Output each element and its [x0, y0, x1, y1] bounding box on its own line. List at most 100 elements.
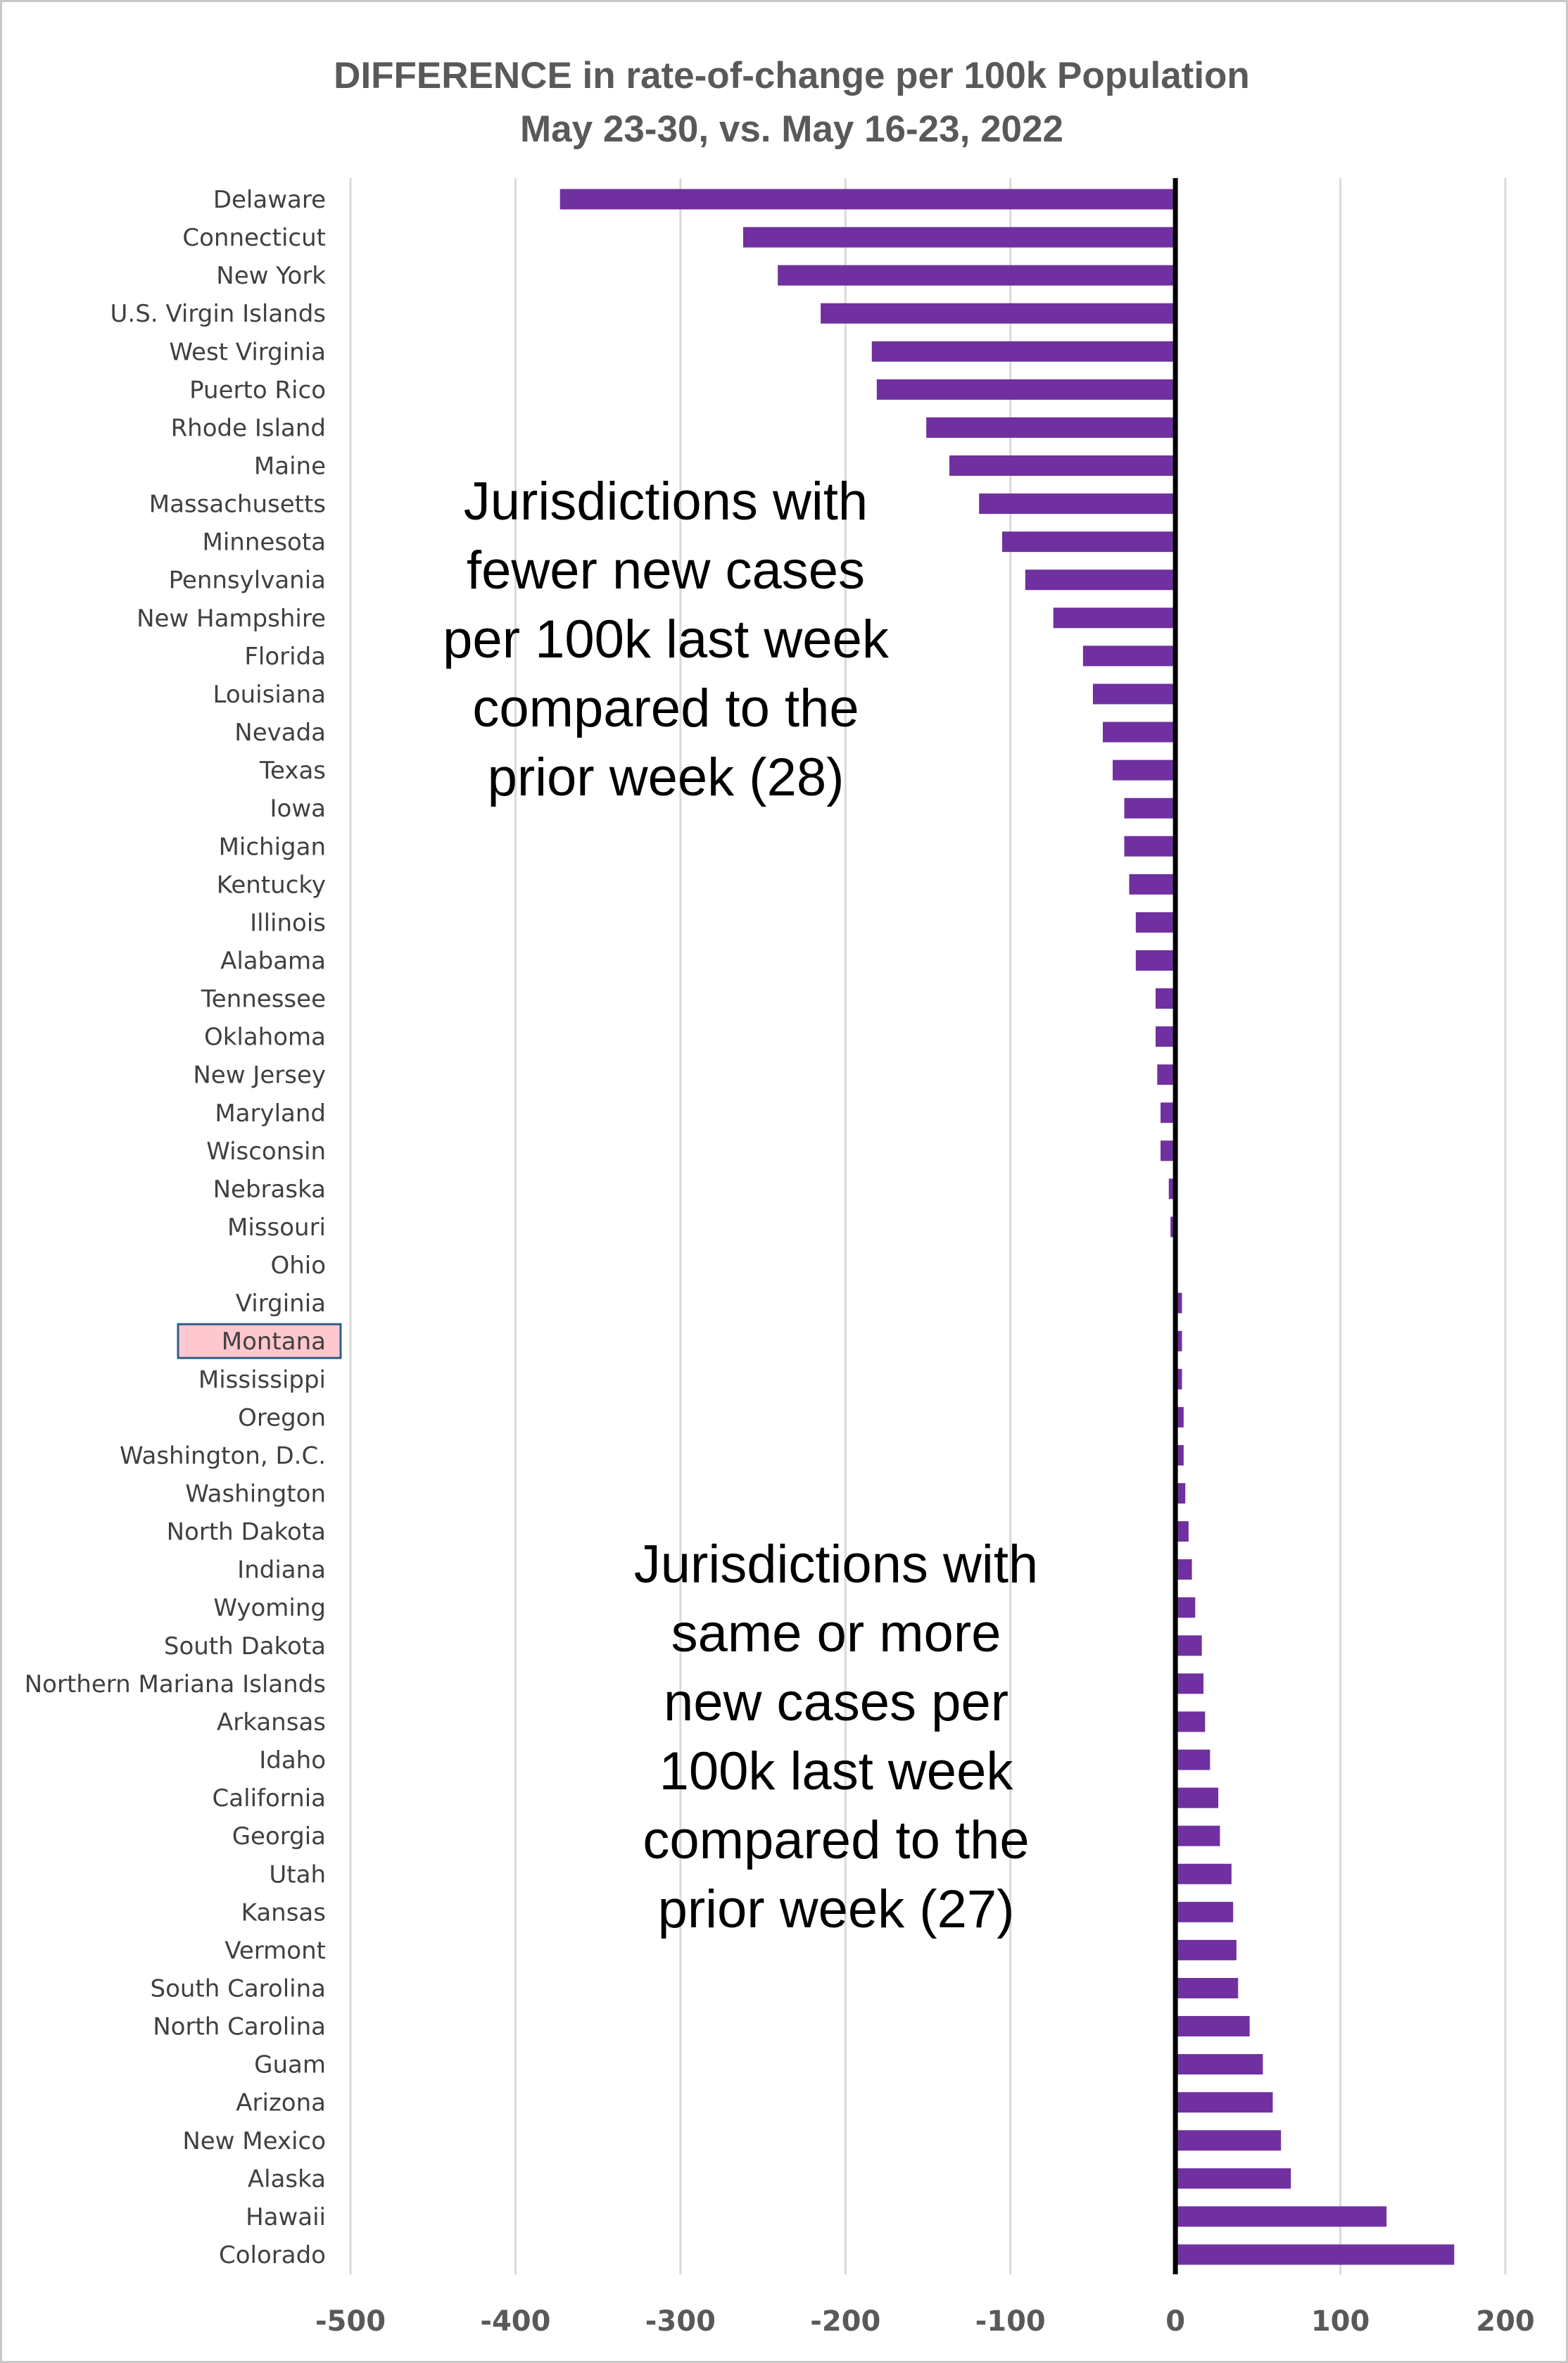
bar-colorado — [1175, 2244, 1455, 2265]
annotation-line: compared to the — [472, 679, 859, 738]
category-label: South Dakota — [164, 1632, 326, 1661]
category-label: Washington, D.C. — [120, 1442, 326, 1470]
bar-kansas — [1175, 1901, 1234, 1922]
bar-indiana — [1175, 1559, 1192, 1580]
bar-new-york — [778, 265, 1176, 286]
category-label: Rhode Island — [171, 414, 326, 442]
x-tick-label: 100 — [1311, 2305, 1370, 2338]
bar-washington — [1175, 1483, 1186, 1504]
category-label: Northern Mariana Islands — [25, 1670, 326, 1699]
bar-nevada — [1102, 721, 1176, 743]
category-label: Colorado — [219, 2241, 326, 2269]
bar-alabama — [1135, 950, 1176, 971]
bar-texas — [1113, 760, 1176, 781]
category-label: Alaska — [248, 2165, 326, 2193]
bar-north-dakota — [1175, 1521, 1189, 1542]
bar-wisconsin — [1161, 1140, 1176, 1161]
annotation-line: 100k last week — [659, 1741, 1014, 1801]
gridlines — [349, 178, 1507, 2274]
bar-oklahoma — [1156, 1026, 1176, 1047]
bar-hawaii — [1175, 2206, 1387, 2227]
category-label: Alabama — [220, 947, 326, 975]
bar-minnesota — [1001, 531, 1176, 553]
category-label: Virginia — [236, 1290, 326, 1318]
category-label: Michigan — [219, 833, 326, 861]
bar-west-virginia — [871, 341, 1176, 362]
category-label: New York — [216, 262, 326, 290]
bar-wyoming — [1175, 1597, 1196, 1618]
category-label: Florida — [244, 643, 326, 671]
bar-u-s-virgin-islands — [821, 303, 1176, 324]
category-label: California — [213, 1784, 326, 1813]
category-label: Montana — [222, 1328, 326, 1356]
category-label: Iowa — [270, 795, 326, 823]
bar-north-carolina — [1175, 2016, 1250, 2037]
x-tick-label: -200 — [810, 2305, 880, 2338]
bar-kentucky — [1129, 874, 1176, 895]
category-label: Oklahoma — [204, 1023, 326, 1052]
annotation-line: Jurisdictions with — [464, 472, 868, 531]
category-label: Delaware — [213, 186, 326, 214]
category-label: New Mexico — [182, 2127, 326, 2155]
category-labels: Delaware Connecticut New York U.S. Virgin I… — [25, 186, 327, 2269]
x-tick-labels: -500 -400 -300 -200 -100 0 100 200 — [315, 2305, 1535, 2338]
category-label: Guam — [254, 2051, 326, 2079]
bar-alaska — [1175, 2168, 1291, 2189]
category-label: Arkansas — [217, 1708, 326, 1737]
annotation-line: compared to the — [643, 1810, 1029, 1870]
category-label: New Jersey — [193, 1061, 326, 1090]
category-label: South Carolina — [150, 1974, 326, 2003]
category-label: Idaho — [259, 1746, 326, 1775]
category-label: Illinois — [250, 909, 326, 937]
x-tick-label: -500 — [315, 2305, 386, 2338]
bar-michigan — [1124, 836, 1176, 857]
bar-nebraska — [1168, 1178, 1176, 1199]
category-label: Maine — [254, 453, 326, 481]
x-tick-label: -300 — [645, 2305, 716, 2338]
annotation-line: fewer new cases — [467, 541, 865, 600]
chart-subtitle: May 23-30, vs. May 16-23, 2022 — [520, 108, 1063, 150]
annotation-line: per 100k last week — [443, 610, 890, 669]
category-label: Massachusetts — [149, 491, 326, 519]
bar-missouri — [1170, 1216, 1176, 1237]
annotation-line: new cases per — [664, 1672, 1009, 1732]
bar-maine — [949, 455, 1176, 477]
category-label: Washington — [185, 1480, 326, 1508]
category-label: Ohio — [270, 1252, 326, 1280]
bar-idaho — [1175, 1749, 1210, 1770]
bar-vermont — [1175, 1939, 1237, 1960]
category-label: Georgia — [232, 1822, 326, 1851]
category-label: Wisconsin — [206, 1138, 326, 1166]
category-label: Indiana — [237, 1556, 326, 1584]
annotation-line: Jurisdictions with — [634, 1535, 1038, 1594]
bar-mississippi — [1175, 1368, 1182, 1390]
category-label: Texas — [259, 757, 326, 785]
bar-new-hampshire — [1053, 607, 1176, 629]
category-label: Mississippi — [198, 1366, 326, 1394]
category-label: Louisiana — [213, 681, 326, 709]
highlight-box — [177, 1323, 342, 1359]
category-label: Connecticut — [182, 224, 326, 252]
x-tick-label: -100 — [975, 2305, 1046, 2338]
x-tick-label: -400 — [480, 2305, 550, 2338]
category-label: Nebraska — [213, 1176, 326, 1204]
annotation-line: prior week (28) — [488, 748, 845, 807]
bar-connecticut — [742, 227, 1176, 248]
bar-virginia — [1175, 1292, 1182, 1313]
bar-california — [1175, 1787, 1219, 1808]
bar-pennsylvania — [1025, 569, 1176, 591]
bar-new-jersey — [1157, 1064, 1176, 1085]
category-label: North Dakota — [167, 1518, 326, 1546]
category-label: Minnesota — [203, 529, 326, 557]
bar-louisiana — [1092, 683, 1176, 705]
bar-tennessee — [1156, 988, 1176, 1009]
category-label: West Virginia — [169, 338, 326, 366]
bar-florida — [1082, 645, 1176, 667]
category-label: Oregon — [238, 1404, 326, 1432]
bar-massachusetts — [979, 493, 1176, 515]
category-label: Hawaii — [246, 2203, 326, 2231]
category-label: Pennsylvania — [169, 567, 326, 595]
bar-washington-d-c — [1175, 1444, 1184, 1466]
category-label: Utah — [269, 1860, 326, 1889]
bar-northern-mariana-islands — [1175, 1673, 1203, 1694]
